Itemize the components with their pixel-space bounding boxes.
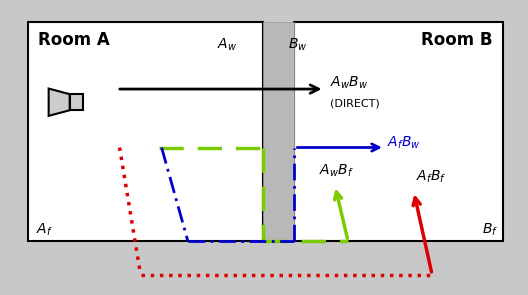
Text: $A_w$: $A_w$ xyxy=(217,37,238,53)
Bar xyxy=(70,94,83,110)
Text: Room A: Room A xyxy=(38,31,110,49)
Bar xyxy=(295,22,503,241)
Bar xyxy=(27,22,263,241)
Text: $A_wB_w$: $A_wB_w$ xyxy=(329,75,367,91)
Bar xyxy=(263,22,295,241)
Text: Room B: Room B xyxy=(421,31,493,49)
Text: $B_f$: $B_f$ xyxy=(482,221,498,237)
Text: $A_wB_f$: $A_wB_f$ xyxy=(319,163,354,179)
Polygon shape xyxy=(49,88,70,116)
Text: $A_fB_w$: $A_fB_w$ xyxy=(388,135,421,151)
Text: $B_w$: $B_w$ xyxy=(288,37,308,53)
Text: $A_f$: $A_f$ xyxy=(35,221,52,237)
Text: $A_fB_f$: $A_fB_f$ xyxy=(416,168,447,185)
Text: (DIRECT): (DIRECT) xyxy=(329,99,380,109)
